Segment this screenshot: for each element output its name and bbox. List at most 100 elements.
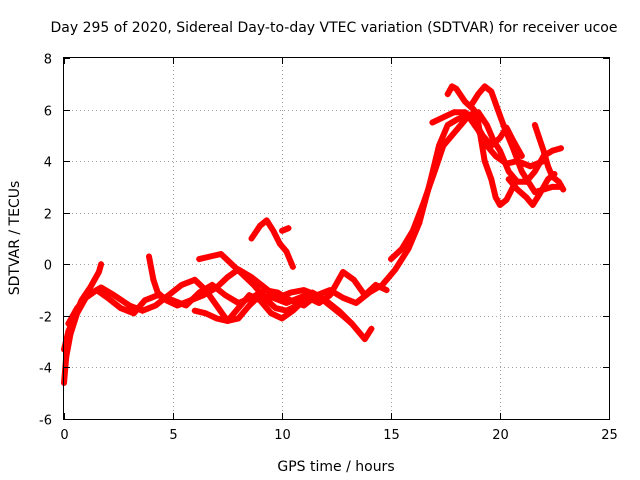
data-point-marker	[545, 163, 551, 170]
data-point-marker	[279, 227, 285, 234]
grid-lines	[64, 58, 609, 419]
data-point-marker	[527, 163, 534, 170]
data-point-marker	[368, 325, 375, 332]
data-point-marker	[468, 101, 475, 108]
y-axis-label: SDTVAR / TECUs	[7, 181, 23, 296]
data-point-marker	[104, 294, 111, 301]
data-point-marker	[518, 168, 525, 175]
y-tick-label: -4	[39, 362, 52, 377]
data-point-marker	[222, 292, 229, 299]
data-point-marker	[213, 315, 220, 322]
data-point-marker	[261, 294, 268, 301]
data-point-marker	[420, 199, 427, 206]
data-point-marker	[449, 132, 455, 139]
data-point-marker	[560, 186, 567, 193]
data-point-marker	[340, 312, 346, 319]
data-point-marker	[228, 261, 235, 268]
data-point-marker	[213, 302, 220, 309]
data-point-marker	[150, 276, 157, 283]
data-point-marker	[453, 116, 460, 123]
data-point-marker	[283, 248, 290, 255]
data-point-marker	[257, 222, 264, 229]
data-point-marker	[196, 256, 203, 263]
data-series	[444, 83, 517, 208]
data-point-marker	[213, 284, 220, 291]
data-point-marker	[462, 98, 469, 105]
data-point-marker	[457, 122, 464, 128]
data-point-marker	[540, 147, 547, 154]
data-point-marker	[348, 320, 355, 327]
data-point-marker	[383, 287, 390, 294]
data-point-marker	[497, 134, 503, 141]
data-point-marker	[261, 284, 268, 291]
data-series	[279, 225, 292, 234]
data-point-marker	[531, 122, 538, 128]
x-tick-labels: 0 5 10 15 20 25	[60, 428, 617, 443]
data-point-marker	[191, 307, 198, 314]
data-point-marker	[481, 158, 488, 165]
data-point-marker	[218, 251, 224, 257]
data-series	[505, 171, 558, 208]
data-point-marker	[152, 302, 159, 309]
data-point-marker	[514, 186, 521, 193]
data-point-marker	[257, 297, 264, 304]
data-point-marker	[361, 292, 368, 299]
data-point-marker	[536, 191, 543, 198]
data-point-marker	[505, 168, 512, 175]
axis-ticks	[64, 58, 610, 420]
data-point-marker	[246, 292, 253, 299]
data-point-marker	[518, 153, 525, 159]
data-point-marker	[392, 266, 399, 273]
y-tick-label: 4	[44, 156, 52, 171]
x-tick-label: 15	[383, 428, 400, 443]
y-tick-label: 6	[44, 105, 52, 120]
x-tick-label: 20	[492, 428, 509, 443]
data-point-marker	[475, 91, 482, 98]
data-point-marker	[248, 235, 255, 242]
data-point-marker	[139, 307, 146, 314]
data-point-marker	[98, 261, 105, 268]
data-series	[248, 217, 296, 270]
data-point-marker	[514, 178, 521, 185]
data-point-marker	[372, 281, 379, 288]
x-tick-label: 0	[60, 428, 68, 443]
series-line	[61, 111, 547, 386]
y-tick-label: -2	[39, 311, 52, 326]
data-point-marker	[558, 145, 564, 152]
data-point-marker	[444, 91, 451, 98]
data-point-marker	[268, 310, 275, 317]
data-point-marker	[449, 83, 455, 90]
data-point-marker	[272, 305, 279, 312]
data-point-marker	[146, 253, 152, 260]
data-point-marker	[250, 281, 257, 288]
y-tick-label: 0	[44, 259, 52, 274]
data-point-marker	[453, 85, 460, 92]
data-point-marker	[224, 318, 231, 324]
data-point-marker	[202, 310, 209, 317]
data-point-marker	[65, 320, 72, 327]
data-point-marker	[529, 202, 536, 208]
y-tick-label: 2	[44, 208, 52, 223]
data-point-marker	[451, 109, 458, 116]
data-point-marker	[165, 292, 172, 299]
data-point-marker	[488, 88, 495, 95]
data-point-marker	[98, 284, 105, 291]
data-point-marker	[494, 106, 501, 113]
data-point-marker	[207, 253, 214, 260]
data-point-marker	[141, 297, 148, 304]
series-line	[444, 83, 517, 208]
data-point-marker	[111, 292, 118, 299]
data-point-marker	[505, 176, 512, 183]
data-point-marker	[178, 281, 185, 288]
data-point-marker	[235, 315, 242, 322]
data-point-marker	[235, 305, 242, 312]
data-point-marker	[531, 189, 538, 196]
data-point-marker	[503, 196, 510, 203]
data-point-marker	[279, 315, 285, 322]
data-point-marker	[287, 289, 294, 296]
data-point-marker	[549, 183, 556, 190]
data-point-marker	[285, 225, 292, 232]
data-point-marker	[276, 240, 283, 247]
data-point-marker	[246, 302, 253, 309]
data-point-marker	[409, 227, 416, 234]
